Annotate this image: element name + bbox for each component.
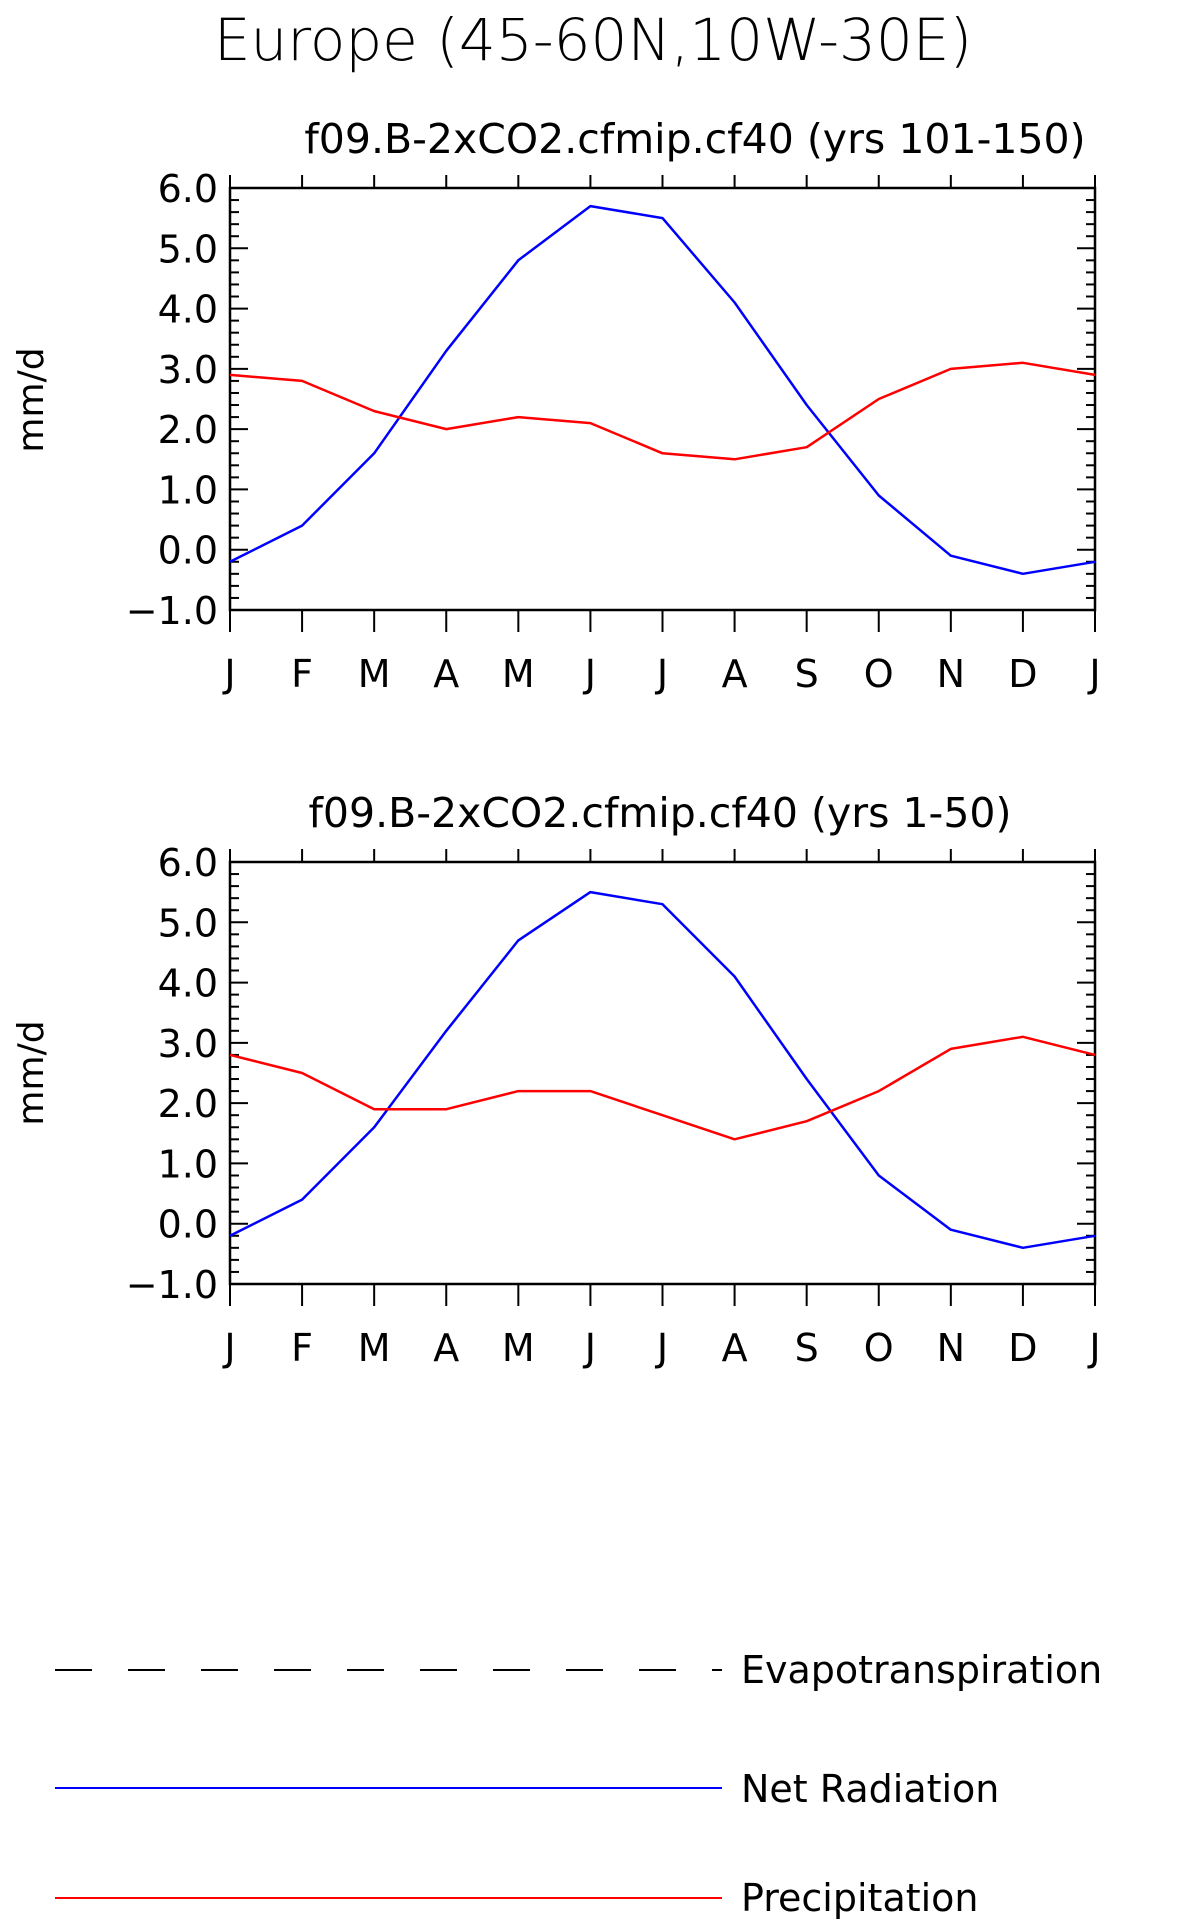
series-line-net-radiation — [229, 204, 1096, 576]
x-tick-label: O — [864, 1326, 894, 1370]
legend-item-net-radiation: Net Radiation — [55, 1767, 999, 1811]
x-tick-label: N — [937, 652, 965, 696]
y-tick-label: 2.0 — [158, 1082, 218, 1126]
x-tick-label: J — [222, 652, 235, 696]
y-tick-label: 3.0 — [158, 348, 218, 392]
plot-frame — [228, 860, 1097, 1286]
chart-panel-bottom: f09.B-2xCO2.cfmip.cf40 (yrs 1-50) mm/d 6… — [11, 789, 1101, 1370]
series-line-net-radiation — [229, 890, 1096, 1250]
figure-title: Europe (45-60N,10W-30E) — [214, 6, 972, 74]
y-tick-label: 3.0 — [158, 1022, 218, 1066]
x-tick-label: J — [655, 652, 668, 696]
y-tick-label: 1.0 — [158, 468, 218, 512]
chart-title: f09.B-2xCO2.cfmip.cf40 (yrs 1-50) — [308, 789, 1011, 837]
legend-item-evapotranspiration: Evapotranspiration — [55, 1648, 1102, 1692]
x-tick-label: A — [433, 652, 459, 696]
y-tick-label: 1.0 — [158, 1142, 218, 1186]
x-tick-label: F — [291, 652, 313, 696]
legend-item-precipitation: Precipitation — [55, 1876, 979, 1920]
chart-panel-top: f09.B-2xCO2.cfmip.cf40 (yrs 101-150) mm/… — [11, 115, 1101, 696]
x-tick-label: D — [1008, 1326, 1037, 1370]
x-tick-label: J — [583, 1326, 596, 1370]
y-tick-label: −1.0 — [126, 589, 218, 633]
x-tick-label: J — [222, 1326, 235, 1370]
plot-frame — [228, 186, 1097, 612]
x-tick-label: M — [358, 652, 391, 696]
x-tick-label: A — [722, 652, 748, 696]
legend-label: Net Radiation — [741, 1767, 999, 1811]
x-tick-label: J — [583, 652, 596, 696]
x-tick-label: M — [358, 1326, 391, 1370]
y-axis-label: mm/d — [11, 1020, 52, 1125]
legend-label: Evapotranspiration — [741, 1648, 1102, 1692]
y-tick-label: 4.0 — [158, 288, 218, 332]
x-tick-label: S — [795, 652, 819, 696]
x-tick-label: D — [1008, 652, 1037, 696]
chart-title: f09.B-2xCO2.cfmip.cf40 (yrs 101-150) — [304, 115, 1085, 163]
x-tick-label: N — [937, 1326, 965, 1370]
y-tick-label: 0.0 — [158, 529, 218, 573]
x-tick-label: O — [864, 652, 894, 696]
y-tick-label: 2.0 — [158, 408, 218, 452]
y-tick-label: 6.0 — [158, 167, 218, 211]
y-tick-label: 0.0 — [158, 1203, 218, 1247]
x-tick-label: J — [1087, 1326, 1100, 1370]
x-tick-label: J — [1087, 652, 1100, 696]
x-tick-label: M — [502, 1326, 535, 1370]
y-tick-label: −1.0 — [126, 1263, 218, 1307]
x-tick-label: A — [722, 1326, 748, 1370]
series-line-precipitation — [229, 1035, 1096, 1141]
x-tick-label: F — [291, 1326, 313, 1370]
y-tick-label: 4.0 — [158, 962, 218, 1006]
y-tick-label: 5.0 — [158, 901, 218, 945]
x-tick-label: J — [655, 1326, 668, 1370]
x-tick-label: M — [502, 652, 535, 696]
y-tick-label: 5.0 — [158, 227, 218, 271]
y-axis-label: mm/d — [11, 347, 52, 452]
y-tick-label: 6.0 — [158, 841, 218, 885]
legend: Evapotranspiration Net Radiation Precipi… — [55, 1648, 1102, 1920]
series-line-precipitation — [229, 361, 1096, 461]
x-tick-label: A — [433, 1326, 459, 1370]
x-tick-label: S — [795, 1326, 819, 1370]
legend-label: Precipitation — [741, 1876, 979, 1920]
